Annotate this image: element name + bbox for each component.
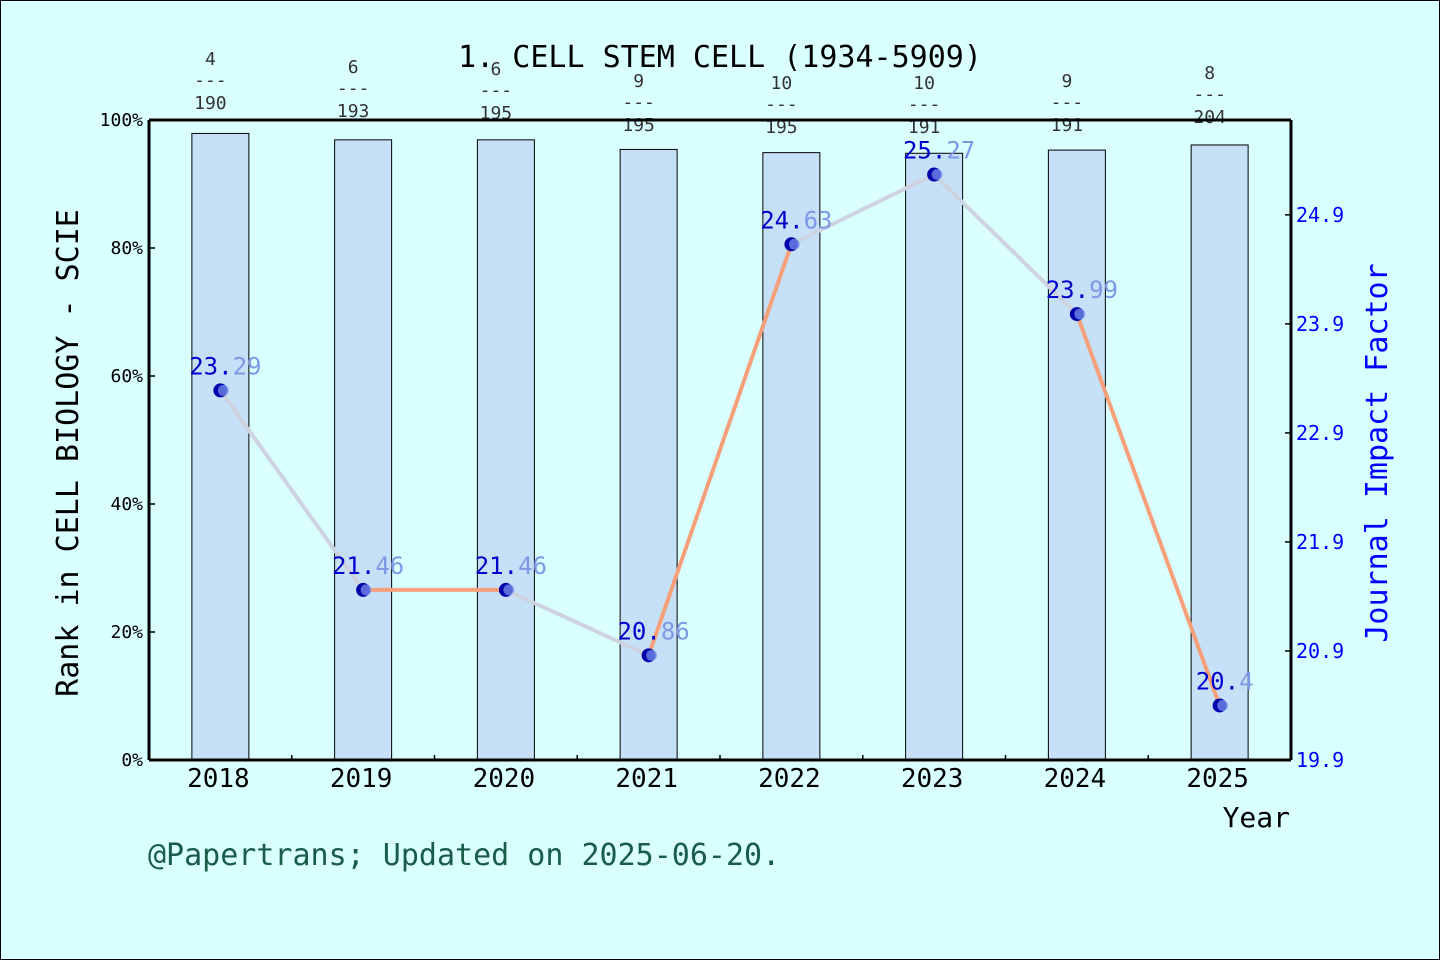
y-axis-right-label: Journal Impact Factor bbox=[1360, 263, 1395, 642]
jif-marker-highlight-2025 bbox=[1217, 699, 1229, 711]
rank-denominator-2024: 191 bbox=[1051, 115, 1084, 136]
rank-numerator-2018: 4 bbox=[205, 49, 216, 70]
rank-fraction-bar-2021: --- bbox=[622, 92, 655, 113]
rank-numerator-2019: 6 bbox=[348, 57, 359, 78]
jif-marker-highlight-2024 bbox=[1074, 308, 1086, 320]
jif-line-segment-1 bbox=[218, 388, 366, 592]
rank-fraction-bar-2020: --- bbox=[480, 80, 513, 101]
left-tick-label-100: 100% bbox=[100, 110, 144, 131]
jif-value-label-2025: 20.4 bbox=[1196, 667, 1254, 695]
jif-value-label-2024: 23.99 bbox=[1046, 276, 1118, 304]
jif-value-label-2018: 23.29 bbox=[189, 352, 261, 380]
rank-bar-2023 bbox=[905, 152, 964, 761]
x-tick-label-2022: 2022 bbox=[758, 764, 821, 794]
chart-title: 1. CELL STEM CELL (1934-5909) bbox=[458, 40, 982, 75]
rank-bar-2021 bbox=[619, 148, 678, 761]
right-tick-label-23.9: 23.9 bbox=[1296, 312, 1344, 336]
jif-marker-highlight-2021 bbox=[646, 649, 658, 661]
rank-denominator-2019: 193 bbox=[337, 101, 370, 122]
right-tick-label-20.9: 20.9 bbox=[1296, 639, 1344, 663]
rank-bar-2018 bbox=[191, 132, 250, 761]
right-tick-label-22.9: 22.9 bbox=[1296, 421, 1344, 445]
jif-value-label-2020: 21.46 bbox=[475, 552, 547, 580]
jif-line-segment-3 bbox=[503, 587, 651, 658]
left-tick-label-80: 80% bbox=[110, 238, 143, 259]
x-tick-label-2019: 2019 bbox=[330, 764, 393, 794]
x-axis-label: Year bbox=[1223, 801, 1290, 834]
rank-denominator-2022: 195 bbox=[765, 117, 798, 138]
jif-value-label-2023: 25.27 bbox=[903, 137, 975, 165]
x-tick-label-2024: 2024 bbox=[1044, 764, 1107, 794]
jif-marker-highlight-2020 bbox=[503, 584, 515, 596]
rank-fraction-bar-2023: --- bbox=[908, 94, 941, 115]
rank-denominator-2021: 195 bbox=[622, 115, 655, 136]
right-tick-label-19.9: 19.9 bbox=[1296, 748, 1344, 772]
rank-fraction-bar-2018: --- bbox=[194, 70, 227, 91]
x-tick-label-2023: 2023 bbox=[901, 764, 964, 794]
rank-numerator-2021: 9 bbox=[633, 71, 644, 92]
rank-denominator-2025: 204 bbox=[1193, 107, 1226, 128]
jif-marker-highlight-2023 bbox=[931, 169, 943, 181]
x-tick-label-2018: 2018 bbox=[187, 764, 250, 794]
rank-bar-2024 bbox=[1047, 149, 1106, 761]
line-layer bbox=[213, 167, 1229, 713]
rank-numerator-2025: 8 bbox=[1204, 63, 1215, 84]
jif-line-segment-5 bbox=[789, 172, 937, 247]
rank-numerator-2023: 10 bbox=[913, 73, 935, 94]
jif-line-segment-7 bbox=[1074, 312, 1222, 708]
left-tick-label-60: 60% bbox=[110, 366, 143, 387]
rank-fraction-bar-2022: --- bbox=[765, 94, 798, 115]
rank-numerator-2024: 9 bbox=[1061, 71, 1072, 92]
jif-marker-highlight-2022 bbox=[788, 238, 800, 250]
rank-fraction-bar-2024: --- bbox=[1051, 92, 1084, 113]
axes-layer: 0% 20% 40% 60% 80% 100% 19.9 20.9 21.9 22.9 23.9 24… bbox=[100, 110, 1345, 794]
left-tick-label-0: 0% bbox=[121, 750, 143, 771]
x-tick-label-2021: 2021 bbox=[615, 764, 678, 794]
jif-line-segment-4 bbox=[646, 242, 794, 658]
left-tick-label-40: 40% bbox=[110, 494, 143, 515]
y-axis-left-label: Rank in CELL BIOLOGY - SCIE bbox=[51, 209, 86, 697]
rank-fraction-bar-2019: --- bbox=[337, 78, 370, 99]
jif-value-label-2019: 21.46 bbox=[332, 552, 404, 580]
jif-value-label-2022: 24.63 bbox=[760, 206, 832, 234]
jif-value-label-2021: 20.86 bbox=[617, 617, 689, 645]
rank-denominator-2023: 191 bbox=[908, 117, 941, 138]
rank-denominator-2018: 190 bbox=[194, 93, 227, 114]
rank-bar-2019 bbox=[334, 139, 393, 761]
rank-fraction-bar-2025: --- bbox=[1193, 84, 1226, 105]
x-tick-label-2025: 2025 bbox=[1186, 764, 1249, 794]
rank-numerator-2022: 10 bbox=[771, 73, 793, 94]
left-tick-label-20: 20% bbox=[110, 622, 143, 643]
jif-line-segment-6 bbox=[932, 172, 1079, 317]
jif-marker-highlight-2019 bbox=[360, 584, 372, 596]
footer-note: @Papertrans; Updated on 2025-06-20. bbox=[148, 838, 780, 873]
right-tick-label-24.9: 24.9 bbox=[1296, 203, 1344, 227]
jif-marker-highlight-2018 bbox=[217, 384, 229, 396]
rank-numerator-2020: 6 bbox=[490, 59, 501, 80]
rank-bar-2020 bbox=[476, 139, 535, 761]
x-tick-label-2020: 2020 bbox=[473, 764, 536, 794]
right-tick-label-21.9: 21.9 bbox=[1296, 530, 1344, 554]
